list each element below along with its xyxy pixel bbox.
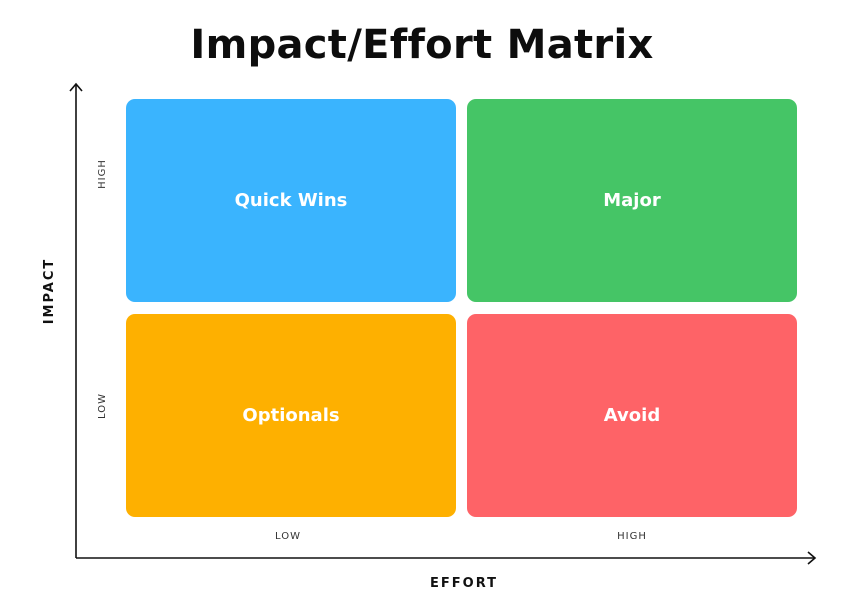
x-tick-low: LOW bbox=[275, 531, 301, 542]
y-tick-low: LOW bbox=[97, 393, 108, 419]
x-axis-arrow-icon bbox=[807, 551, 817, 565]
quadrant-label: Avoid bbox=[603, 405, 661, 426]
y-axis-label: IMPACT bbox=[42, 257, 57, 325]
quadrant-label: Optionals bbox=[242, 405, 340, 426]
y-axis-arrow-icon bbox=[69, 82, 83, 92]
quadrant-quick-wins: Quick Wins bbox=[126, 99, 456, 302]
quadrant-avoid: Avoid bbox=[467, 314, 797, 517]
quadrant-label: Major bbox=[603, 190, 661, 211]
diagram-title: Impact/Effort Matrix bbox=[190, 22, 654, 68]
quadrant-major: Major bbox=[467, 99, 797, 302]
x-tick-high: HIGH bbox=[617, 531, 647, 542]
x-axis-label: EFFORT bbox=[430, 576, 498, 591]
quadrant-label: Quick Wins bbox=[234, 190, 348, 211]
y-tick-high: HIGH bbox=[97, 159, 108, 189]
quadrant-optionals: Optionals bbox=[126, 314, 456, 517]
